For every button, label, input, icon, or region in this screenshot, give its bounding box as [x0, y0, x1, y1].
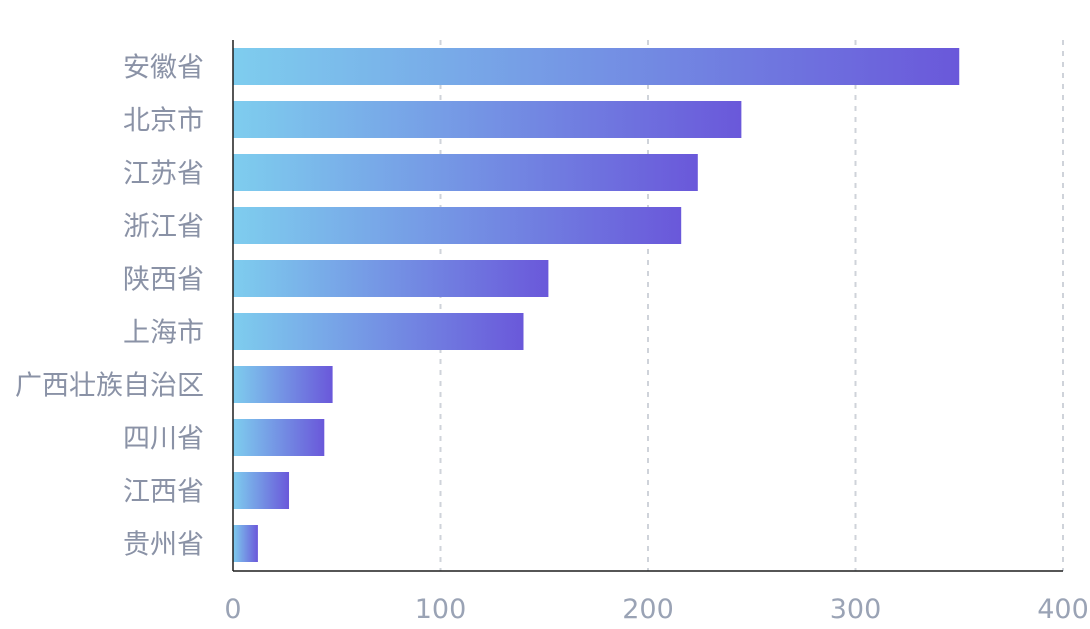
bars [233, 48, 960, 562]
category-label: 陕西省 [123, 265, 204, 296]
x-tick-label: 300 [830, 594, 882, 625]
x-tick-label: 0 [224, 594, 241, 625]
category-label: 上海市 [123, 318, 204, 349]
category-label: 浙江省 [123, 212, 204, 243]
x-tick-labels: 0 100 200 300 400 [224, 594, 1088, 625]
bar [233, 154, 698, 191]
bar [233, 525, 258, 562]
axes [232, 40, 1063, 572]
category-label: 四川省 [123, 424, 204, 455]
bar [233, 472, 290, 509]
category-label: 贵州省 [123, 530, 204, 561]
category-label: 北京市 [123, 106, 204, 137]
bar [233, 207, 682, 244]
category-label: 江西省 [123, 477, 204, 508]
bar [233, 260, 549, 297]
category-label: 江苏省 [123, 159, 204, 190]
x-tick-label: 200 [622, 594, 674, 625]
bar [233, 48, 960, 85]
category-label: 安徽省 [123, 53, 204, 84]
bar [233, 366, 333, 403]
bar [233, 313, 524, 350]
x-tick-label: 400 [1037, 594, 1089, 625]
category-label: 广西壮族自治区 [15, 371, 204, 402]
x-tick-label: 100 [415, 594, 467, 625]
bar [233, 101, 742, 138]
bar [233, 419, 325, 456]
